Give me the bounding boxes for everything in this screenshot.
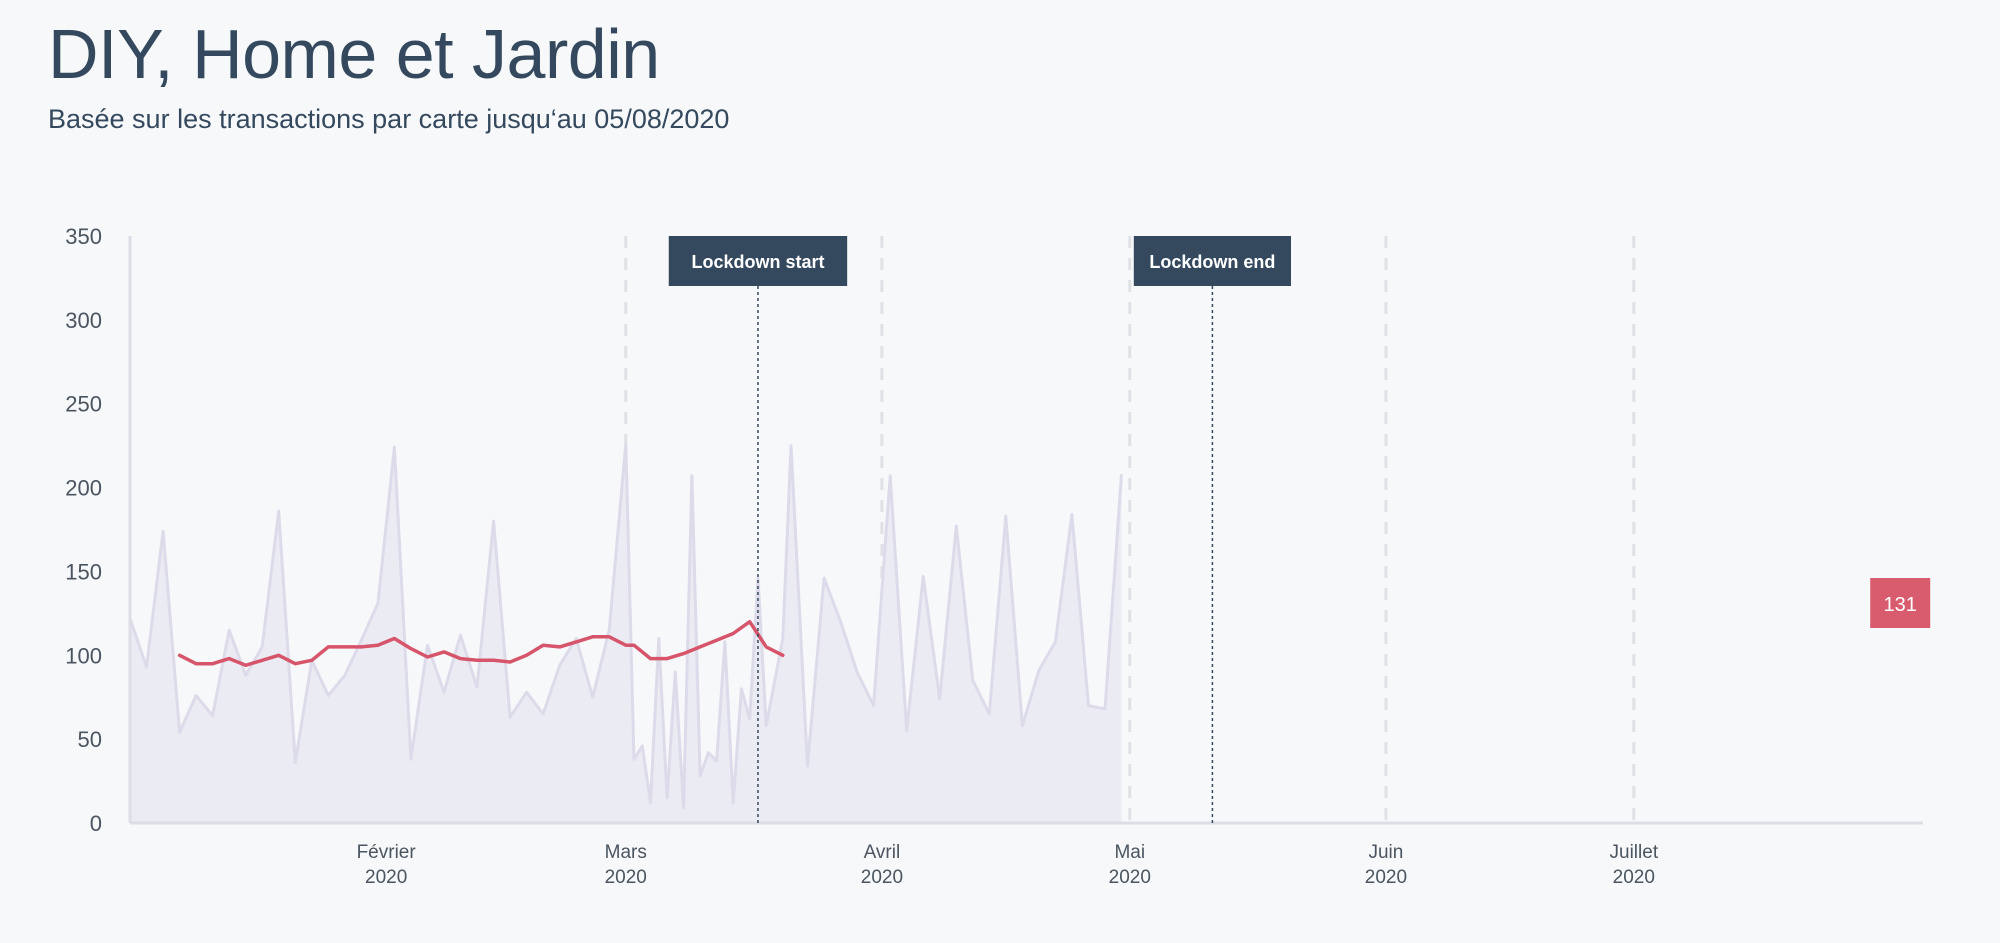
x-axis: Février 2020 Mars 2020 Avril 2020 Mai 2020 Juin 2…	[357, 842, 1659, 888]
x-tick-year: 2020	[1365, 867, 1407, 888]
y-tick-label: 150	[65, 559, 102, 584]
x-tick-month: Février	[357, 842, 417, 863]
moving-average-line	[177, 619, 785, 668]
y-tick-label: 300	[65, 308, 102, 333]
y-tick-label: 50	[78, 727, 102, 752]
y-tick-label: 250	[65, 392, 102, 417]
series-layer	[128, 442, 1123, 823]
end-value-badge	[1870, 578, 1931, 628]
y-tick-label: 0	[90, 811, 102, 836]
x-tick-year: 2020	[1613, 867, 1655, 888]
end-value-text: 131	[1884, 594, 1917, 616]
y-tick-label: 100	[65, 643, 102, 668]
x-tick-month: Mars	[605, 842, 647, 863]
annotation-box	[668, 236, 848, 286]
annotation-label: Lockdown start	[691, 252, 824, 272]
chart-subtitle: Basée sur les transactions par carte jus…	[48, 104, 730, 134]
annotation-label: Lockdown end	[1149, 252, 1275, 272]
x-tick-month: Juillet	[1610, 842, 1659, 863]
y-tick-label: 200	[65, 476, 102, 501]
chart-title: DIY, Home et Jardin	[48, 15, 660, 93]
end-value-label: 131	[1870, 578, 1931, 628]
x-tick-month: Avril	[864, 842, 901, 863]
x-tick-year: 2020	[605, 867, 647, 888]
daily-line	[128, 442, 1123, 810]
y-axis: 0 50 100 150 200 250 300 350	[65, 224, 102, 836]
x-tick-year: 2020	[1109, 867, 1151, 888]
x-tick-month: Mai	[1114, 842, 1145, 863]
y-tick-label: 350	[65, 224, 102, 249]
x-tick-year: 2020	[365, 867, 407, 888]
daily-area-fill	[130, 444, 1122, 823]
annotations: Lockdown start Lockdown end	[668, 236, 1292, 823]
x-tick-month: Juin	[1368, 842, 1403, 863]
x-tick-year: 2020	[861, 867, 903, 888]
annotation-box	[1133, 236, 1292, 286]
